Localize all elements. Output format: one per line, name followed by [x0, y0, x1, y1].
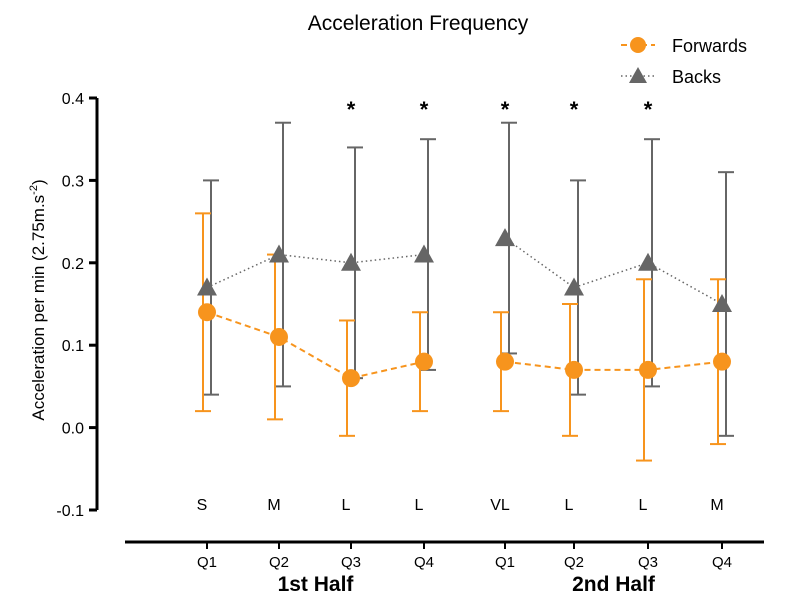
data-point-backs — [414, 244, 434, 263]
series-line-backs — [206, 253, 425, 289]
data-point-forwards — [639, 360, 657, 379]
group-label: 2nd Half — [572, 573, 656, 596]
legend: Forwards Backs — [621, 36, 747, 87]
chart-title: Acceleration Frequency — [308, 12, 529, 35]
y-tick-label: 0.3 — [62, 173, 84, 190]
effect-size-label: VL — [490, 497, 510, 514]
effect-size-label: L — [415, 497, 424, 514]
data-point-forwards — [198, 303, 216, 322]
data-point-backs — [638, 252, 658, 271]
x-tick-label: Q2 — [564, 554, 584, 571]
data-point-backs — [269, 244, 289, 263]
series-line-backs — [504, 237, 723, 305]
significance-star: * — [644, 97, 653, 122]
x-tick-label: Q3 — [341, 554, 361, 571]
effect-size-label: M — [267, 497, 280, 514]
y-axis-label-suffix: ) — [29, 179, 48, 185]
x-tick-label: Q4 — [712, 554, 732, 571]
x-tick-label: Q2 — [269, 554, 289, 571]
legend-backs-label: Backs — [672, 67, 721, 87]
data-point-forwards — [342, 369, 360, 388]
effect-size-label: L — [342, 497, 351, 514]
legend-backs-marker — [629, 67, 647, 83]
y-tick-label: 0.1 — [62, 338, 84, 355]
significance-star: * — [347, 97, 356, 122]
axes: -0.1 0.0 0.1 0.2 0.3 0.4 Q1 Q2 Q3 Q4 1st Half Q1 Q2 Q… — [56, 91, 764, 596]
legend-forwards-marker — [630, 37, 646, 53]
group-label: 1st Half — [278, 573, 355, 596]
data-point-forwards — [713, 352, 731, 371]
effect-size-label: S — [197, 497, 208, 514]
series-line-forwards — [504, 360, 723, 371]
data-point-backs — [341, 252, 361, 271]
y-tick-label: 0.0 — [62, 421, 84, 438]
y-axis-label-superscript: -2 — [28, 185, 40, 195]
y-tick-label: -0.1 — [56, 503, 84, 520]
x-tick-label: Q1 — [495, 554, 515, 571]
data-point-forwards — [270, 327, 288, 346]
series-lines — [206, 237, 723, 380]
annotations: * * * * * S M L L VL L L M — [197, 97, 724, 514]
error-bars — [195, 121, 734, 462]
x-tick-label: Q4 — [414, 554, 434, 571]
series-markers — [197, 228, 732, 388]
data-point-backs — [197, 277, 217, 296]
effect-size-label: M — [710, 497, 723, 514]
y-axis-label: Acceleration per min (2.75m.s-2) — [28, 179, 48, 420]
x-tick-label: Q1 — [197, 554, 217, 571]
data-point-forwards — [565, 360, 583, 379]
data-point-forwards — [496, 352, 514, 371]
effect-size-label: L — [639, 497, 648, 514]
x-tick-label: Q3 — [638, 554, 658, 571]
data-point-backs — [495, 228, 515, 247]
effect-size-label: L — [565, 497, 574, 514]
series-line-forwards — [206, 311, 425, 380]
y-axis-label-main: Acceleration per min (2.75m.s — [29, 195, 48, 421]
significance-star: * — [501, 97, 510, 122]
y-tick-label: 0.2 — [62, 256, 84, 273]
data-point-forwards — [415, 352, 433, 371]
data-point-backs — [712, 294, 732, 312]
legend-forwards-label: Forwards — [672, 36, 747, 56]
significance-star: * — [420, 97, 429, 122]
significance-star: * — [570, 97, 579, 122]
y-tick-label: 0.4 — [62, 91, 84, 108]
data-point-backs — [564, 277, 584, 296]
